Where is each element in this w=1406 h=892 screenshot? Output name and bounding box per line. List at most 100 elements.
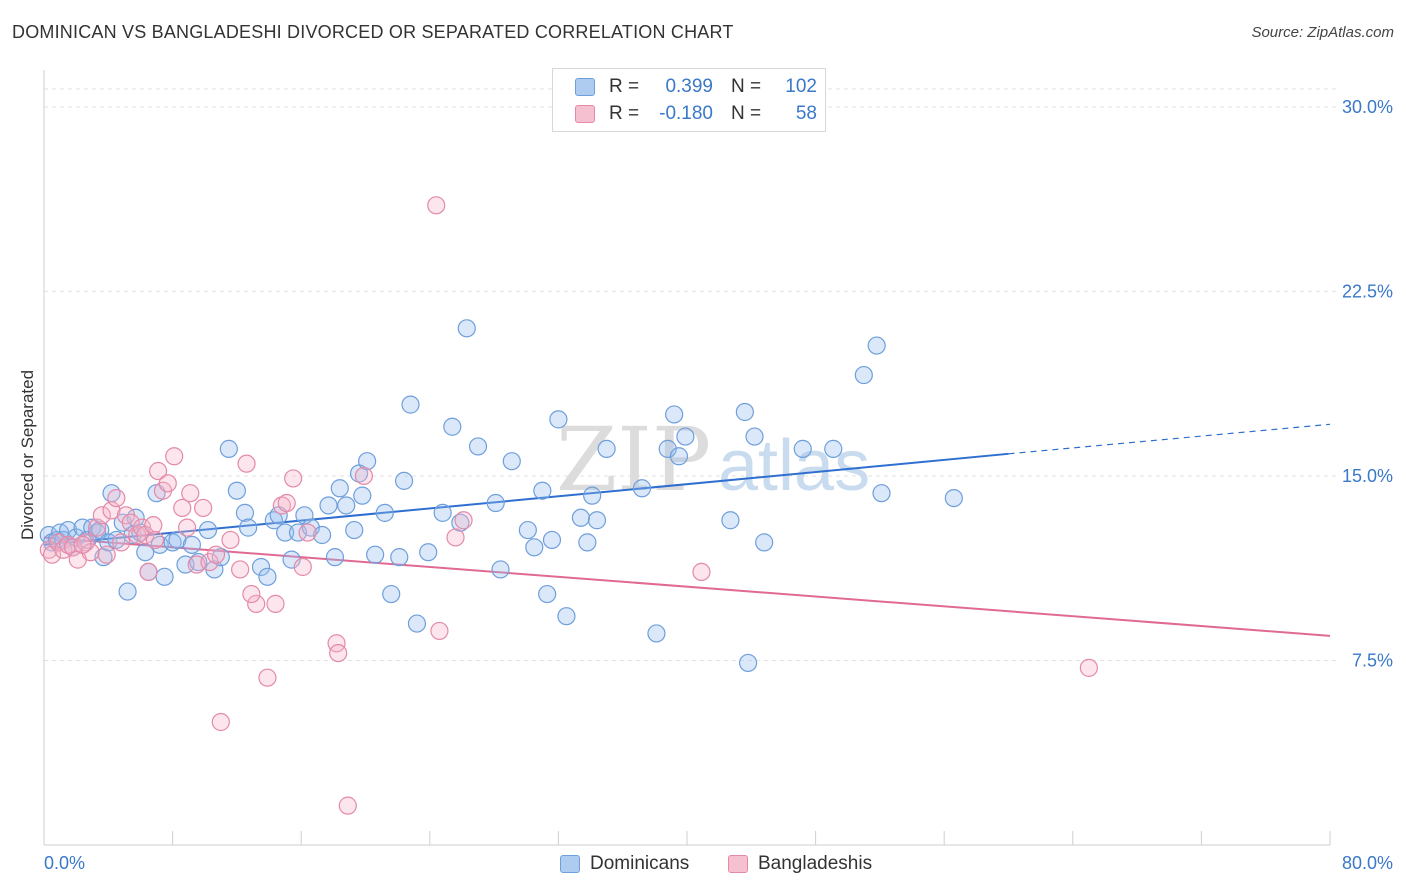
data-points (39, 196, 1098, 815)
data-point (258, 668, 277, 687)
data-point (745, 427, 764, 446)
data-point (173, 498, 192, 518)
data-point (282, 550, 301, 569)
data-point (824, 439, 843, 458)
x-tick-label-max: 80.0% (1342, 853, 1393, 873)
data-point (163, 533, 182, 552)
data-point (97, 545, 116, 564)
data-point (407, 614, 427, 633)
data-point (427, 196, 446, 215)
data-point (272, 496, 292, 515)
watermark-zip: ZIP (556, 408, 711, 511)
y-tick-label: 30.0% (1342, 97, 1393, 117)
data-point (235, 503, 255, 522)
data-point (755, 533, 774, 552)
legend-row-dominicans: R = 0.399 N = 102 (575, 75, 817, 99)
data-point (658, 439, 677, 458)
y-axis-label: Divorced or Separated (18, 369, 37, 541)
data-point (451, 513, 470, 532)
data-point (366, 545, 385, 564)
data-point (443, 417, 462, 436)
legend-swatch-bangladeshis (575, 105, 595, 123)
data-point (39, 540, 58, 559)
data-point (721, 511, 740, 530)
data-point (738, 653, 758, 673)
data-point (59, 535, 78, 554)
data-point (237, 454, 256, 473)
data-point (502, 452, 521, 471)
data-point (251, 557, 271, 577)
series-legend-dominicans[interactable]: Dominicans (560, 852, 689, 876)
data-point (597, 439, 616, 458)
legend-swatch-dominicans (575, 78, 595, 96)
data-point (266, 594, 285, 613)
data-point (107, 488, 126, 508)
data-point (394, 471, 414, 490)
chart-title: DOMINICAN VS BANGLADESHI DIVORCED OR SEP… (12, 22, 734, 42)
data-point (676, 427, 695, 446)
data-point (242, 584, 261, 604)
trend-line-extension (1008, 423, 1331, 455)
data-point (258, 567, 277, 586)
trend-line-bangladeshis (43, 536, 1331, 637)
data-point (665, 405, 684, 424)
data-point (211, 712, 230, 732)
data-point (872, 484, 891, 503)
data-point (206, 545, 226, 564)
data-point (578, 533, 597, 552)
data-point (325, 548, 345, 567)
data-point (221, 530, 240, 550)
data-point (198, 520, 218, 540)
data-point (669, 447, 689, 466)
data-point (319, 496, 338, 515)
data-point (144, 516, 163, 535)
data-point (76, 533, 95, 552)
data-point (533, 481, 552, 500)
r-value: 0.399 (665, 76, 713, 97)
data-point (867, 336, 886, 355)
axes (43, 70, 1331, 846)
data-point (158, 474, 177, 493)
data-point (944, 488, 963, 508)
data-point (181, 484, 200, 503)
data-point (446, 528, 465, 547)
data-point (231, 560, 250, 579)
data-point (211, 548, 230, 567)
data-point (518, 520, 537, 540)
data-point (194, 498, 213, 518)
data-point (583, 486, 602, 505)
data-point (525, 538, 544, 557)
data-point (692, 562, 711, 582)
data-point (200, 552, 219, 572)
data-point (329, 643, 348, 663)
data-point (312, 525, 332, 545)
data-point (353, 486, 372, 505)
data-point (182, 535, 201, 554)
data-point (538, 584, 557, 604)
data-point (375, 503, 394, 522)
data-point (92, 506, 111, 525)
data-point (330, 479, 349, 498)
trend-lines (43, 423, 1331, 637)
data-point (433, 503, 452, 522)
data-point (247, 594, 266, 613)
series-legend-bangladeshis[interactable]: Bangladeshis (728, 852, 872, 876)
data-point (338, 796, 357, 815)
data-point (168, 530, 187, 550)
data-point (549, 410, 568, 429)
data-point (735, 402, 754, 422)
data-point (354, 466, 373, 486)
data-point (155, 567, 174, 586)
data-point (219, 439, 238, 458)
n-label: N = (731, 76, 762, 97)
trend-line-dominicans (43, 452, 1009, 546)
data-point (145, 530, 165, 550)
legend-label-dominicans: Dominicans (590, 853, 690, 874)
data-point (239, 518, 258, 537)
data-point (419, 543, 438, 562)
data-point (277, 493, 296, 513)
y-tick-label: 7.5% (1352, 650, 1393, 670)
watermark-atlas: atlas (718, 426, 870, 506)
r-value: -0.180 (659, 103, 713, 124)
